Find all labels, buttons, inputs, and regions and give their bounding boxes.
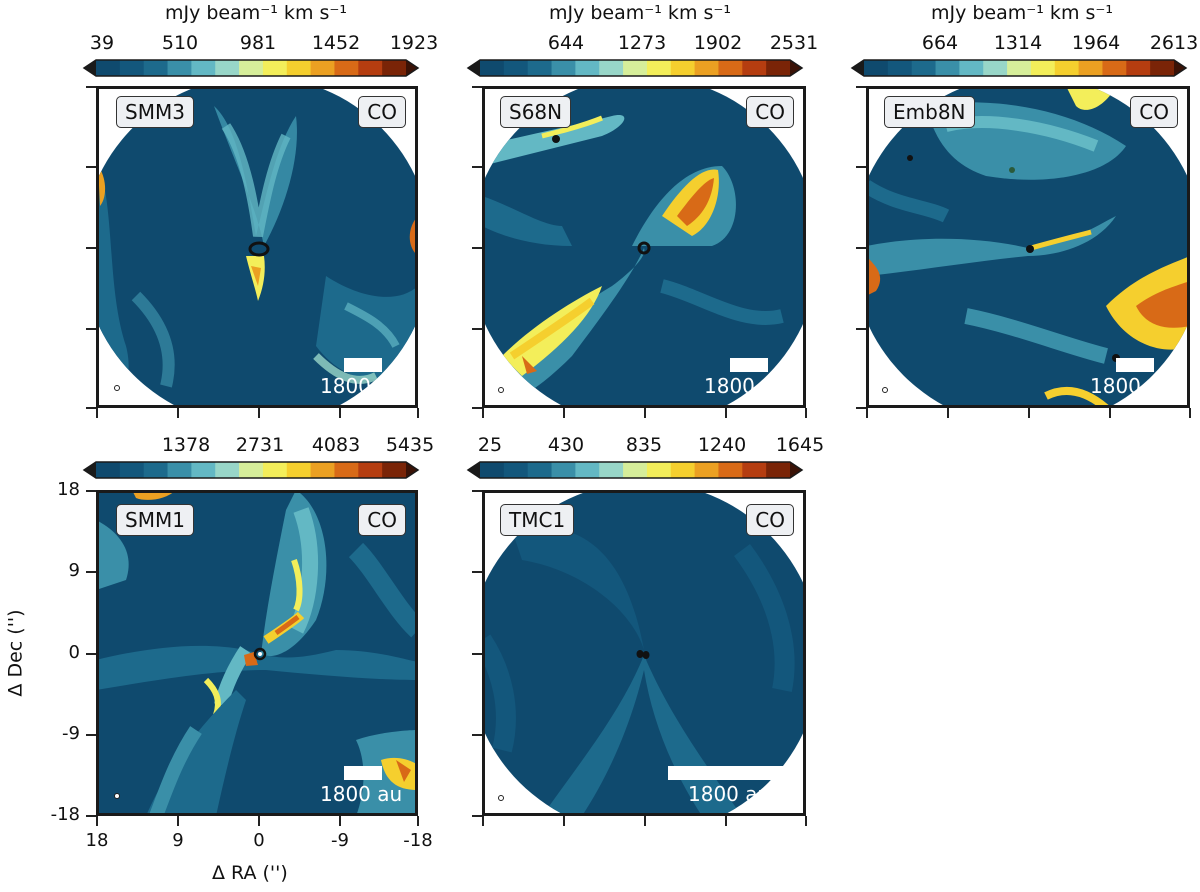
colorbar-tick-label: 644 [547,32,585,54]
intensity-map [96,86,418,408]
source-label: SMM1 [116,504,194,536]
y-tick-label: 0 [68,642,80,663]
scale-bar [1116,358,1154,372]
colorbar-tick-label: 2613 [1149,32,1199,54]
line-label: CO [746,504,794,536]
colorbar-unit-label: mJy beam⁻¹ km s⁻¹ [548,2,732,24]
colorbar-gradient [82,59,420,77]
source-label: Emb8N [884,96,975,128]
y-tick-label: 18 [57,479,80,500]
scale-bar [668,766,794,780]
y-tick-label: 9 [68,560,80,581]
source-label: TMC1 [500,504,575,536]
colorbar-tick-label: 4083 [311,434,361,456]
map-panel-smm3: SMM3 CO 1800 au [96,86,418,408]
colorbar-tick-label: 835 [625,434,663,456]
colorbar-tick-label: 1273 [617,32,667,54]
intensity-map [482,490,806,816]
x-tick-label: 9 [172,830,184,851]
y-axis-title: Δ Dec ('') [4,609,27,697]
intensity-map [866,86,1190,408]
colorbar-unit-label: mJy beam⁻¹ km s⁻¹ [930,2,1114,24]
x-tick-label: 18 [85,830,109,851]
colorbar-tick-label: 510 [161,32,199,54]
map-panel-s68n: S68N CO 1800 au [482,86,806,408]
colorbar-gradient [466,59,804,77]
y-tick-label: -18 [50,804,80,825]
colorbar-tick-label: 1452 [311,32,361,54]
line-label: CO [358,504,406,536]
colorbar-gradient [82,461,420,479]
colorbar-tick-label: 1378 [161,434,211,456]
colorbar-tick-label: 25 [477,434,503,456]
line-label: CO [358,96,406,128]
colorbar-gradient [850,59,1188,77]
scale-bar [730,358,768,372]
colorbar-tick-label: 1645 [775,434,825,456]
map-panel-smm1: SMM1 CO 1800 au [96,490,418,816]
source-label: S68N [500,96,572,128]
scale-bar-label: 1800 au [1090,374,1173,398]
colorbar-tick-label: 1902 [693,32,743,54]
colorbar-tick-label: 1964 [1071,32,1121,54]
scale-bar-label: 1800 au [320,782,403,806]
scale-bar [344,766,382,780]
colorbar-tick-label: 1240 [697,434,747,456]
line-label: CO [1130,96,1178,128]
intensity-map [96,490,418,816]
line-label: CO [746,96,794,128]
colorbar-tick-label: 1923 [389,32,439,54]
map-panel-tmc1: TMC1 CO 1800 au [482,490,806,816]
x-axis-title: Δ RA ('') [212,862,288,884]
scale-bar-label: 1800 au [704,374,787,398]
colorbar-unit-label: mJy beam⁻¹ km s⁻¹ [164,2,348,24]
colorbar-tick-label: 1314 [993,32,1043,54]
colorbar-tick-label: 664 [921,32,959,54]
colorbar-tick-label: 430 [547,434,585,456]
intensity-map [482,86,806,408]
scale-bar-label: 1800 au [688,782,771,806]
colorbar-gradient [466,461,804,479]
source-label: SMM3 [116,96,194,128]
map-panel-emb8n: Emb8N CO 1800 au [866,86,1190,408]
x-tick-label: -18 [403,830,433,851]
colorbar-tick-label: 2731 [235,434,285,456]
y-tick-label: -9 [62,723,80,744]
scale-bar-label: 1800 au [320,374,403,398]
colorbar-tick-label: 39 [89,32,115,54]
colorbar-tick-label: 981 [239,32,277,54]
scale-bar [344,358,382,372]
x-tick-label: -9 [331,830,349,851]
colorbar-tick-label: 2531 [769,32,819,54]
colorbar-tick-label: 5435 [385,434,435,456]
x-tick-label: 0 [253,830,265,851]
